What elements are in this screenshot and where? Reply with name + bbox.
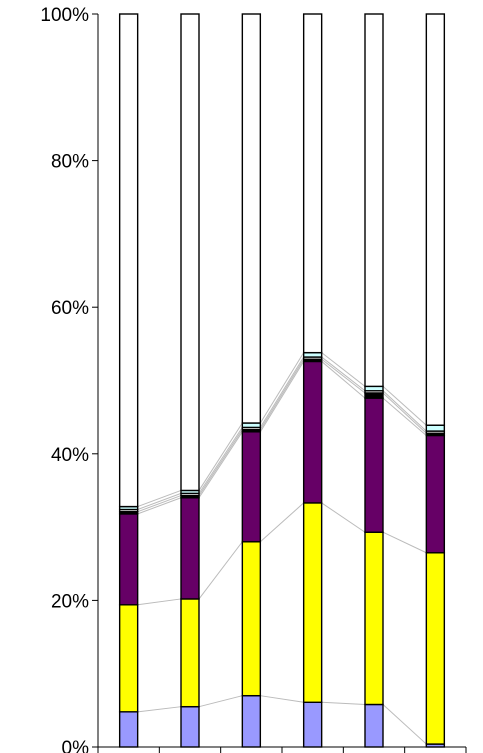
- series-line-3-2: [259, 358, 305, 430]
- bar-segment-2-1: [241, 541, 262, 697]
- series-line-1-4: [382, 531, 427, 554]
- y-tick-label-20: 20%: [51, 591, 89, 612]
- bar-segment-1-0: [180, 705, 200, 748]
- series-line-0-1: [198, 695, 243, 708]
- bar-segment-4-3: [364, 392, 384, 399]
- bar-segment-0-2: [118, 513, 139, 606]
- bar-segment-0-1: [118, 604, 139, 713]
- series-line-1-1: [198, 541, 243, 600]
- series-line-2-4: [382, 397, 427, 436]
- series-line-4-1: [198, 427, 243, 494]
- bar-segment-1-1: [180, 598, 200, 708]
- series-line-1-0: [137, 598, 182, 606]
- series-line-0-3: [321, 701, 366, 705]
- bar-segment-0-6: [118, 13, 139, 508]
- series-line-4-2: [259, 356, 305, 428]
- series-line-5-1: [198, 422, 243, 491]
- bar-segment-4-0: [364, 703, 384, 748]
- bar-segment-2-2: [241, 431, 262, 543]
- series-line-0-0: [137, 706, 182, 713]
- bar-segment-2-0: [241, 694, 262, 748]
- series-line-5-4: [382, 385, 427, 426]
- series-connector-lines: [137, 352, 427, 745]
- series-line-0-4: [382, 704, 427, 745]
- y-tick-label-40: 40%: [51, 445, 89, 466]
- series-line-0-2: [260, 695, 304, 703]
- y-tick-labels: 0% 20% 40% 60% 80% 100%: [40, 5, 89, 753]
- series-line-4-3: [321, 356, 366, 392]
- series-line-2-3: [321, 361, 366, 399]
- series-line-3-4: [382, 392, 427, 434]
- bar-segment-5-2: [425, 434, 446, 554]
- bar-segment-1-6: [180, 13, 200, 492]
- series-line-3-3: [321, 358, 366, 394]
- series-line-4-4: [382, 390, 427, 432]
- series-line-3-0: [137, 495, 182, 513]
- bar-segment-5-5: [425, 424, 446, 432]
- series-line-2-1: [198, 431, 243, 499]
- bar-stacks: [118, 13, 446, 748]
- axes: [92, 13, 467, 753]
- y-tick-label-80: 80%: [51, 152, 89, 173]
- series-line-2-0: [137, 497, 182, 515]
- bar-segment-5-6: [425, 13, 446, 426]
- bar-segment-1-2: [180, 497, 200, 600]
- series-line-5-2: [259, 352, 305, 424]
- y-tick-label-100: 100%: [40, 5, 89, 26]
- y-tick-label-0: 0%: [62, 738, 90, 753]
- bar-segment-3-1: [302, 502, 323, 703]
- bar-segment-4-2: [364, 397, 384, 533]
- bar-segment-3-0: [302, 701, 323, 748]
- series-line-1-2: [259, 502, 305, 543]
- bar-segment-0-0: [118, 711, 139, 748]
- series-line-5-0: [137, 489, 182, 508]
- series-line-2-2: [259, 361, 305, 433]
- bar-segment-3-6: [302, 13, 323, 354]
- bar-segment-4-1: [364, 531, 384, 706]
- series-line-3-1: [198, 429, 243, 496]
- bar-segment-2-6: [241, 13, 262, 424]
- bar-segment-3-2: [302, 360, 323, 504]
- bar-segment-4-6: [364, 13, 384, 388]
- series-line-4-0: [137, 492, 182, 510]
- series-line-1-3: [321, 502, 366, 533]
- bar-segment-5-1: [425, 552, 446, 745]
- y-tick-label-60: 60%: [51, 298, 89, 319]
- series-line-5-3: [321, 352, 366, 387]
